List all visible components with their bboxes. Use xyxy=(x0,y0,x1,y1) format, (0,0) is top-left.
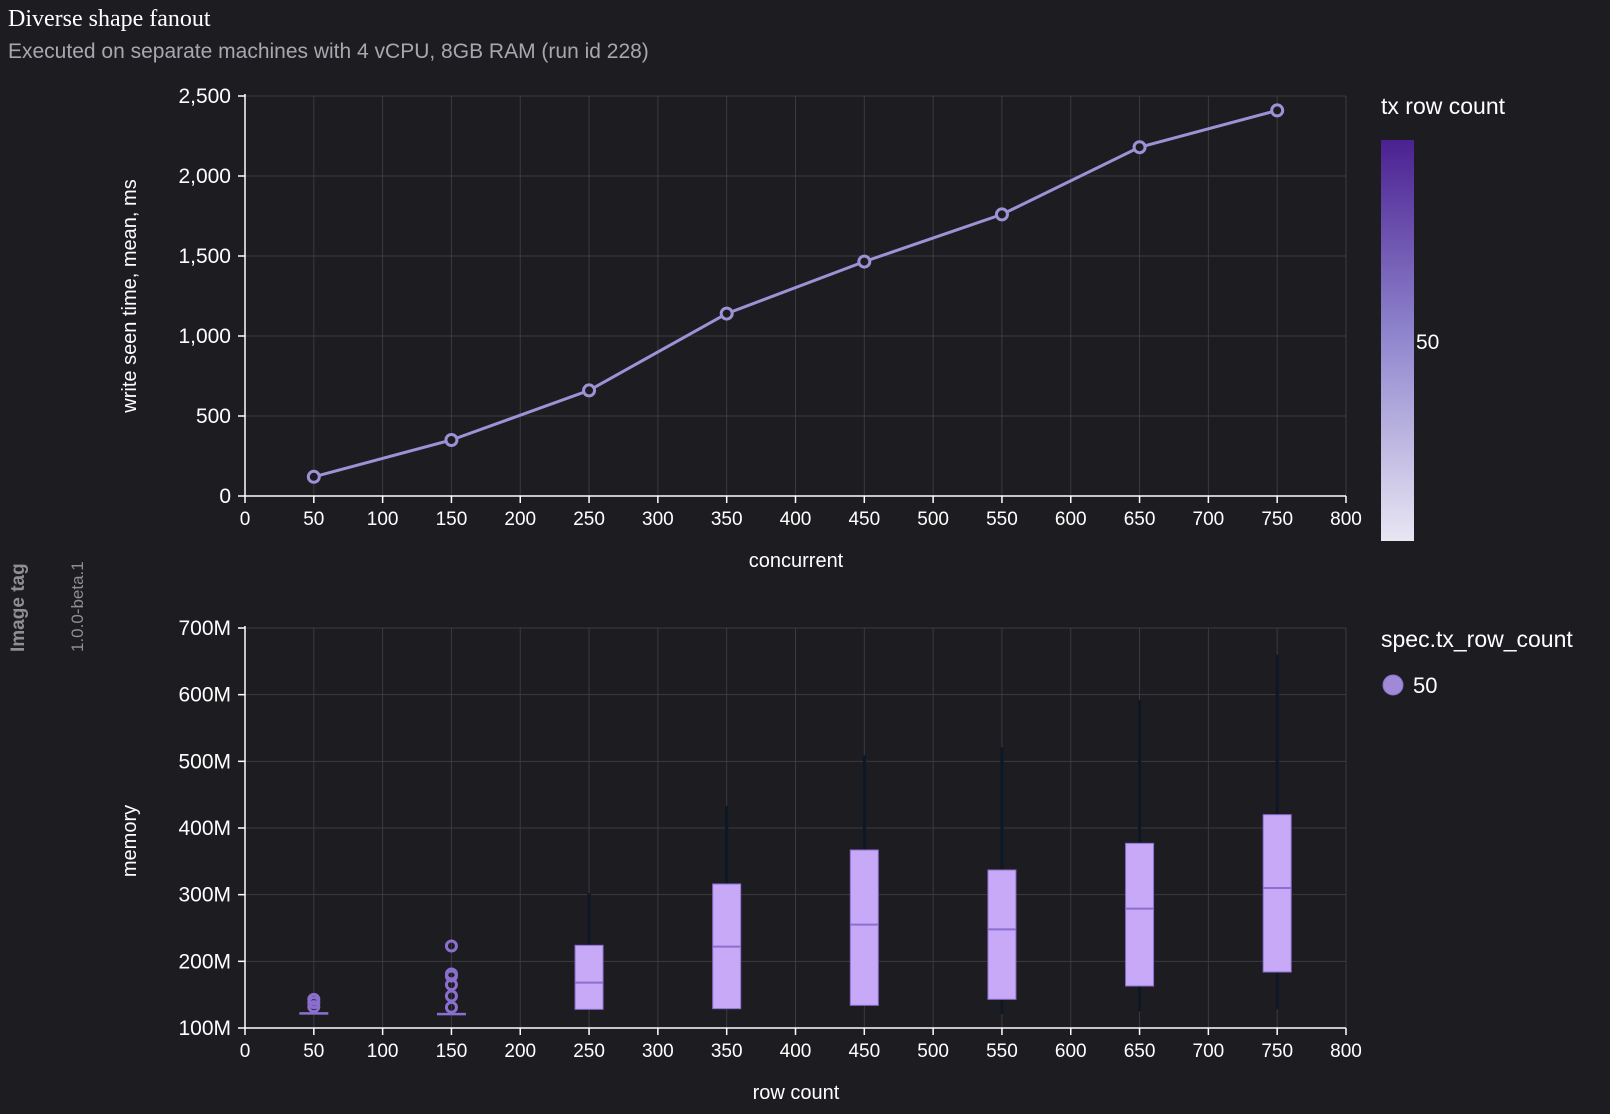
data-point xyxy=(719,306,734,321)
data-point xyxy=(582,383,597,398)
box-chart-x-tick-label: 0 xyxy=(240,1041,251,1062)
box-chart-x-tick-label: 450 xyxy=(848,1041,880,1062)
line-chart-y-tick-label: 500 xyxy=(196,405,231,428)
box-chart: 0 50 100 150 200 250 300 350 400 450 500 550 600 650 7… xyxy=(119,617,1573,1104)
box-chart-x-tick-label: 500 xyxy=(917,1041,949,1062)
box-legend-title: spec.tx_row_count xyxy=(1381,626,1573,652)
box-chart-y-tick-label: 100M xyxy=(178,1017,231,1040)
box-chart-x-tick-label: 800 xyxy=(1330,1041,1362,1062)
box-chart-x-tick-label: 250 xyxy=(573,1041,605,1062)
box-chart-y-axis-label: memory xyxy=(119,805,141,877)
box-chart-marks xyxy=(299,654,1292,1016)
box-chart-y-tick-label: 400M xyxy=(178,817,231,840)
box-chart-y-tick-label: 500M xyxy=(178,750,231,773)
series-line xyxy=(313,108,1278,479)
box-chart-x-tick-label: 150 xyxy=(436,1041,468,1062)
box-chart-x-tick-label: 100 xyxy=(367,1041,399,1062)
line-chart-y-tick-label: 1,000 xyxy=(178,325,231,348)
box-outlier xyxy=(307,992,321,1006)
data-point xyxy=(1270,103,1285,118)
line-chart-x-axis-label: concurrent xyxy=(749,550,844,572)
line-chart-x-tick-label: 400 xyxy=(780,509,812,530)
line-chart-y-tick-label: 2,500 xyxy=(178,85,231,108)
box-chart-x-tick-label: 650 xyxy=(1124,1041,1156,1062)
line-chart-x-tick-label: 0 xyxy=(240,509,251,530)
data-point xyxy=(1132,140,1147,155)
box-iqr xyxy=(849,849,879,1006)
line-legend-gradient-bar xyxy=(1381,140,1414,541)
box-chart-x-tick-label: 600 xyxy=(1055,1041,1087,1062)
data-point xyxy=(994,207,1009,222)
box-chart-x-tick-label: 550 xyxy=(986,1041,1018,1062)
line-chart-x-tick-label: 200 xyxy=(504,509,536,530)
line-chart-y-axis-label: write seen time, mean, ms xyxy=(119,179,141,413)
page-title: Diverse shape fanout xyxy=(8,6,211,32)
box-chart-y-tick-label: 300M xyxy=(178,884,231,907)
box-iqr xyxy=(1262,814,1292,973)
box-chart-x-tick-label: 300 xyxy=(642,1041,674,1062)
line-chart-grid xyxy=(245,95,1347,496)
box-chart-x-tick-label: 400 xyxy=(780,1041,812,1062)
line-chart: 0 50 100 150 200 250 300 350 400 450 500 550 600 650 7… xyxy=(119,85,1506,572)
line-chart-x-tick-label: 750 xyxy=(1261,509,1293,530)
box-chart-grid xyxy=(245,627,1347,1028)
line-chart-x-tick-label: 250 xyxy=(573,509,605,530)
box-outlier xyxy=(444,939,458,953)
box-iqr xyxy=(987,869,1017,1000)
box-chart-y-tick-label: 700M xyxy=(178,617,231,640)
box-chart-legend: spec.tx_row_count 50 xyxy=(1381,626,1573,698)
line-chart-x-tick-label: 450 xyxy=(848,509,880,530)
line-legend-title: tx row count xyxy=(1381,93,1506,119)
box-chart-x-tick-label: 200 xyxy=(504,1041,536,1062)
line-chart-x-tick-label: 50 xyxy=(303,509,324,530)
box-iqr xyxy=(1125,842,1155,987)
data-point xyxy=(857,254,872,269)
box-iqr xyxy=(574,944,604,1010)
line-chart-x-tick-label: 150 xyxy=(436,509,468,530)
box-chart-x-tick-label: 750 xyxy=(1261,1041,1293,1062)
line-chart-y-tick-label: 2,000 xyxy=(178,165,231,188)
box-chart-y-tick-label: 200M xyxy=(178,950,231,973)
box-chart-x-tick-label: 700 xyxy=(1193,1041,1225,1062)
line-chart-marks xyxy=(306,103,1285,484)
line-legend-label: 50 xyxy=(1416,331,1439,354)
line-chart-y-tick-label: 0 xyxy=(219,485,231,508)
box-chart-x-tick-label: 50 xyxy=(303,1041,324,1062)
line-chart-x-tick-label: 700 xyxy=(1193,509,1225,530)
box-chart-y-tick-label: 600M xyxy=(178,684,231,707)
line-chart-x-tick-label: 500 xyxy=(917,509,949,530)
line-chart-x-tick-label: 300 xyxy=(642,509,674,530)
line-chart-x-tick-label: 100 xyxy=(367,509,399,530)
box-outlier xyxy=(444,967,458,981)
line-chart-x-tick-label: 600 xyxy=(1055,509,1087,530)
box-chart-x-axis-label: row count xyxy=(753,1082,840,1104)
line-chart-x-tick-label: 650 xyxy=(1124,509,1156,530)
box-legend-symbol xyxy=(1382,674,1404,696)
box-legend-label: 50 xyxy=(1413,673,1437,698)
line-chart-x-tick-label: 350 xyxy=(711,509,743,530)
data-point xyxy=(306,469,321,484)
line-chart-y-tick-label: 1,500 xyxy=(178,245,231,268)
page-subtitle: Executed on separate machines with 4 vCP… xyxy=(8,40,649,63)
data-point xyxy=(444,433,459,447)
line-chart-x-tick-label: 550 xyxy=(986,509,1018,530)
line-chart-x-tick-label: 800 xyxy=(1330,509,1362,530)
box-chart-x-tick-label: 350 xyxy=(711,1041,743,1062)
line-chart-axes: 0 50 100 150 200 250 300 350 400 450 500 550 600 650 7… xyxy=(178,85,1361,530)
line-chart-legend: tx row count 50 xyxy=(1381,93,1506,541)
box-chart-axes: 0 50 100 150 200 250 300 350 400 450 500 550 600 650 7… xyxy=(178,617,1361,1062)
